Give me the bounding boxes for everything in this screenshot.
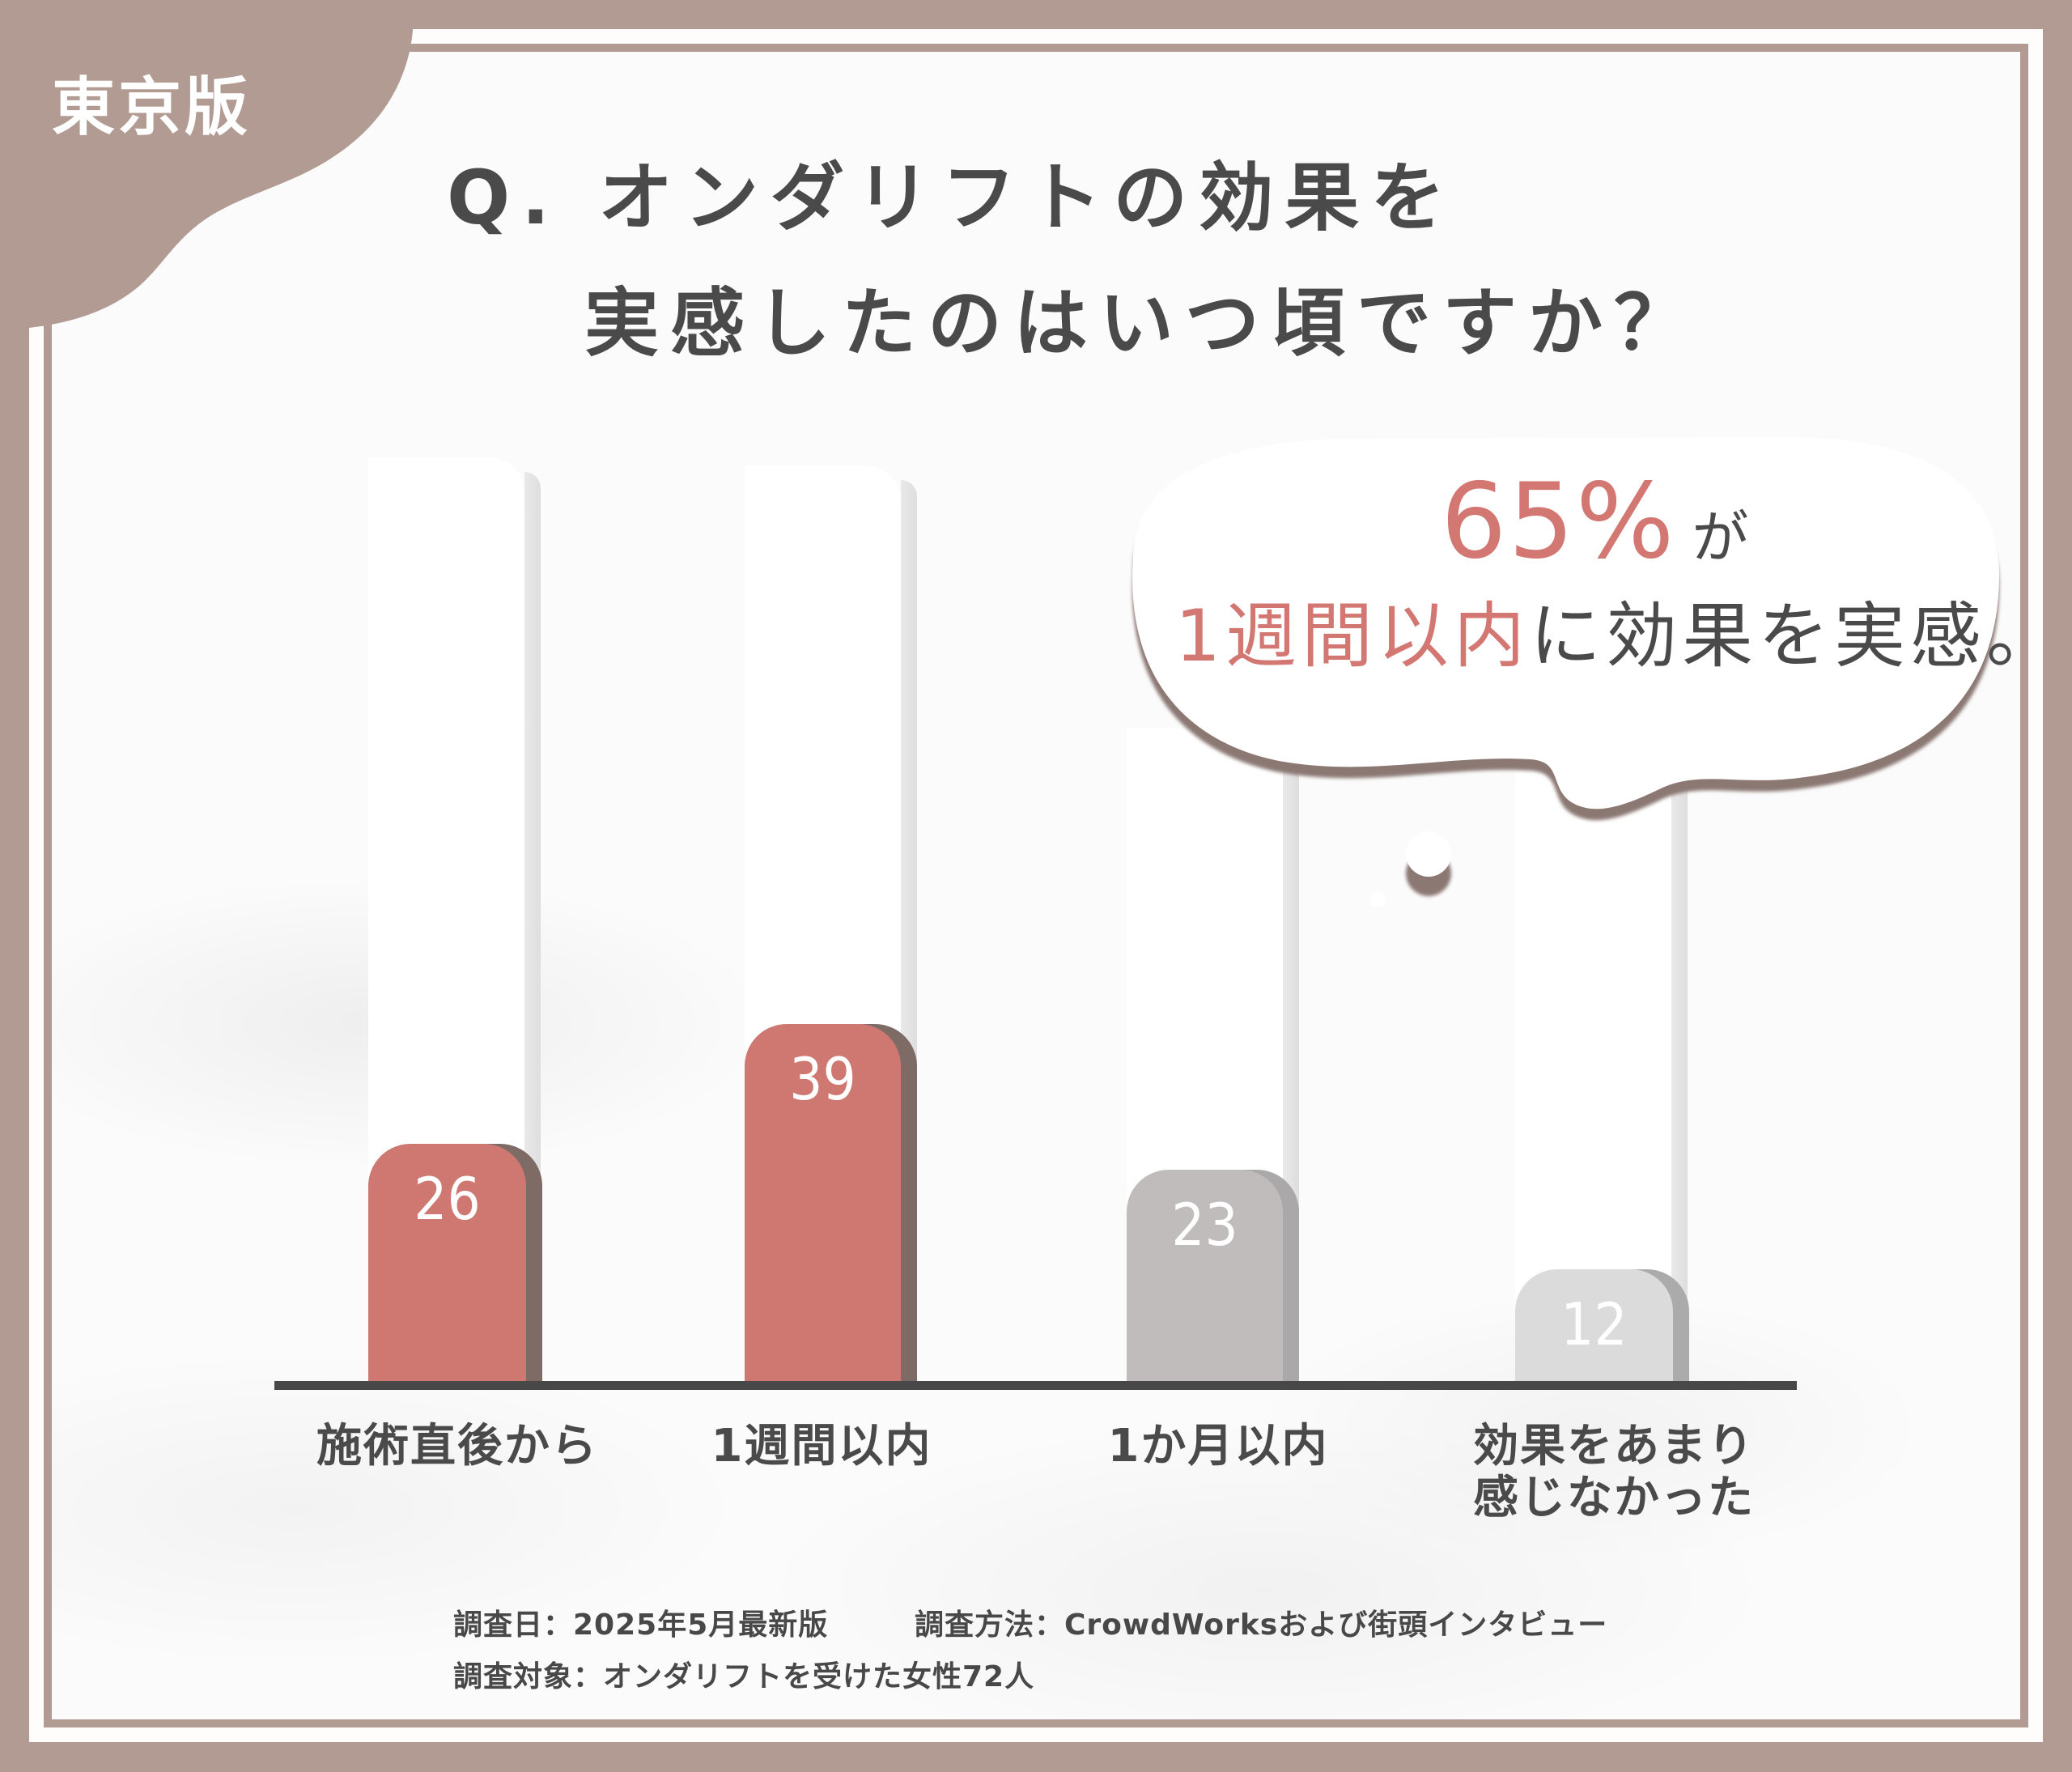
category-label-within-1-month: 1か月以内 [1107,1420,1329,1472]
category-label-immediately: 施術直後から [316,1420,598,1472]
callout-bubble [1132,437,1999,907]
callout-highlight: 1週間以内 [1175,594,1530,678]
callout-rest: に効果を実感。 [1530,594,2063,678]
footnote-survey-method: 調査方法：CrowdWorksおよび街頭インタビュー [915,1608,1608,1642]
question-title-line2: 実感したのはいつ頃ですか？ [584,280,1700,367]
bar-value: 39 [789,1045,856,1113]
callout-subline: 1週間以内に効果を実感。 [1175,579,2062,682]
bar-immediately: 26 [368,1144,542,1381]
footnote-survey-target: 調査対象：オンダリフトを受けた女性72人 [453,1660,1035,1693]
bar-within-1-week: 39 [745,1024,917,1381]
region-badge-label: 東京版 [52,71,252,144]
question-title-line1: Q. オンダリフトの効果を [447,155,1457,241]
bar-value: 23 [1171,1191,1238,1259]
footnote-survey-date: 調査日：2025年5月最新版 [453,1608,829,1642]
callout-percent: 65% [1441,461,1676,582]
corner-badge-shape [0,0,413,328]
bar-within-1-month: 23 [1127,1170,1299,1381]
callout-percent-suffix: が [1692,504,1749,571]
callout-headline: 65% が [1441,461,1749,582]
bar-no-effect: 12 [1515,1269,1689,1381]
bar-value: 26 [414,1165,481,1233]
x-axis-baseline [274,1381,1797,1390]
bar-value: 12 [1560,1290,1628,1358]
category-label-no-effect: 効果をあまり 感じなかった [1473,1420,1755,1524]
category-label-within-1-week: 1週間以内 [711,1420,932,1472]
